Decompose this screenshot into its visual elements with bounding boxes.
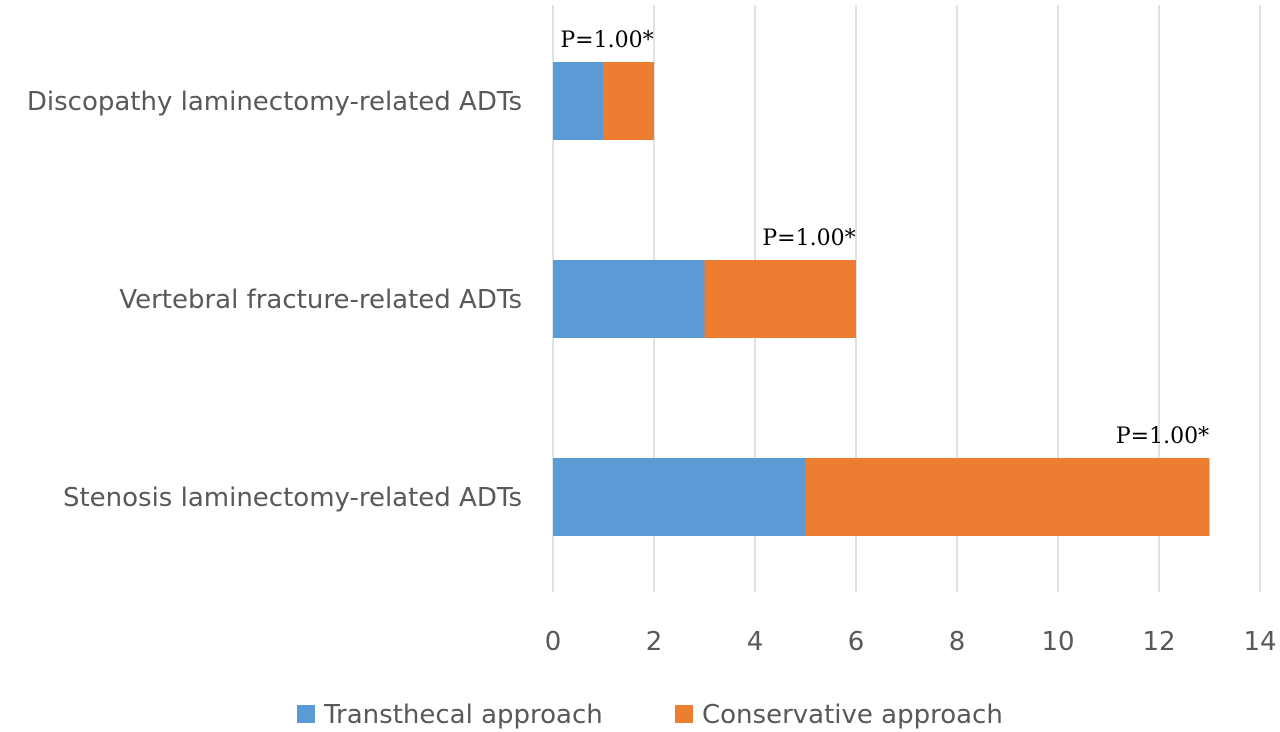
legend: Transthecal approach Conservative approac… bbox=[297, 700, 1003, 730]
x-tick-label: 6 bbox=[848, 627, 865, 657]
bar-transthecal-2 bbox=[553, 458, 806, 536]
x-tick-label: 0 bbox=[545, 627, 562, 657]
legend-swatch-conservative bbox=[675, 705, 693, 723]
x-tick-label: 10 bbox=[1041, 627, 1074, 657]
bars bbox=[553, 62, 1210, 536]
annotations: P=1.00* P=1.00* P=1.00* bbox=[560, 28, 1209, 449]
x-tick-label: 2 bbox=[646, 627, 663, 657]
x-tick-labels: 0 2 4 6 8 10 12 14 bbox=[545, 627, 1277, 657]
bar-conservative-1 bbox=[704, 260, 856, 338]
x-tick-label: 12 bbox=[1142, 627, 1175, 657]
category-label: Vertebral fracture-related ADTs bbox=[119, 285, 522, 315]
x-tick-label: 14 bbox=[1243, 627, 1276, 657]
p-value-annotation: P=1.00* bbox=[560, 28, 653, 53]
p-value-annotation: P=1.00* bbox=[762, 226, 855, 251]
category-label: Discopathy laminectomy-related ADTs bbox=[27, 87, 522, 117]
x-tick-label: 8 bbox=[949, 627, 966, 657]
legend-label-transthecal: Transthecal approach bbox=[323, 700, 603, 730]
bar-conservative-2 bbox=[805, 458, 1210, 536]
bar-conservative-0 bbox=[603, 62, 654, 140]
p-value-annotation: P=1.00* bbox=[1116, 424, 1209, 449]
legend-label-conservative: Conservative approach bbox=[702, 700, 1003, 730]
legend-swatch-transthecal bbox=[297, 705, 315, 723]
bar-transthecal-1 bbox=[553, 260, 705, 338]
x-tick-label: 4 bbox=[747, 627, 764, 657]
bar-transthecal-0 bbox=[553, 62, 604, 140]
category-labels: Discopathy laminectomy-related ADTs Verte… bbox=[27, 87, 522, 513]
category-label: Stenosis laminectomy-related ADTs bbox=[63, 483, 522, 513]
